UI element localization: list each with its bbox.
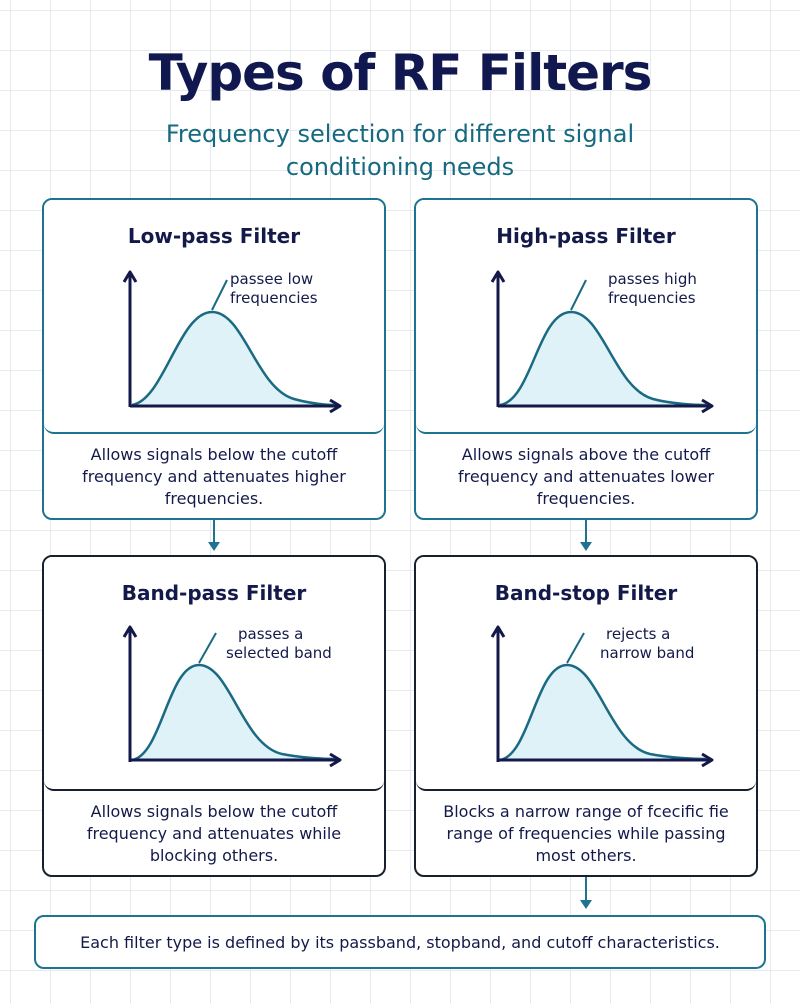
x-axis-arrowhead — [329, 398, 342, 414]
card-description: Allows signals below the cutoff frequenc… — [86, 802, 342, 865]
y-axis-arrowhead — [122, 625, 138, 638]
response-graph: rejects a narrow band — [490, 625, 714, 768]
summary-box: Each filter type is defined by its passb… — [34, 915, 766, 969]
connector-arrow-right — [580, 520, 592, 551]
card-band-pass: Band-pass Filter passes a selected band … — [42, 555, 386, 877]
x-axis-arrowhead — [701, 398, 714, 414]
response-curve — [499, 310, 707, 407]
annotation-line-2: selected band — [226, 644, 332, 662]
response-curve-fill — [132, 665, 334, 760]
response-graph: passes high frequencies — [490, 270, 714, 414]
card-title: Band-stop Filter — [494, 581, 678, 605]
annotation-leader — [211, 279, 228, 311]
card-graph-panel: Band-stop Filter rejects a narrow band — [416, 557, 756, 791]
x-axis-arrowhead — [701, 752, 714, 768]
response-curve — [499, 663, 707, 762]
annotation-line-2: frequencies — [608, 289, 696, 307]
response-graph: passes a selected band — [122, 625, 342, 768]
connector-arrow-footer — [580, 877, 592, 909]
annotation-line-1: passes high — [608, 270, 697, 288]
card-title: Band-pass Filter — [121, 581, 307, 605]
y-axis-arrowhead — [490, 625, 506, 638]
response-curve — [131, 663, 335, 762]
card-graph-panel: Low-pass Filter passee low frequencies — [44, 200, 384, 434]
card-title: High-pass Filter — [496, 224, 676, 248]
card-description: Allows signals below the cutoff frequenc… — [82, 445, 346, 508]
page-title: Types of RF Filters — [148, 44, 653, 102]
response-curve-fill — [500, 665, 706, 760]
response-curve-fill — [132, 312, 334, 405]
card-high-pass: High-pass Filter passes high frequencies… — [414, 198, 758, 520]
annotation-line-1: passes a — [238, 625, 303, 643]
card-band-stop: Band-stop Filter rejects a narrow band B… — [414, 555, 758, 877]
annotation-leader — [570, 279, 587, 311]
card-description: Blocks a narrow range of fcecific fie ra… — [443, 802, 729, 865]
response-curve-fill — [500, 312, 706, 405]
card-description: Allows signals above the cutoff frequenc… — [457, 445, 715, 508]
annotation-leader — [566, 632, 585, 664]
y-axis-arrowhead — [122, 270, 138, 283]
page-subtitle: Frequency selection for different signal… — [165, 120, 635, 181]
y-axis-arrowhead — [490, 270, 506, 283]
annotation-line-1: rejects a — [606, 625, 670, 643]
card-graph-panel: Band-pass Filter passes a selected band — [44, 557, 384, 791]
x-axis-arrowhead — [329, 752, 342, 768]
annotation-leader — [198, 632, 217, 664]
annotation-line-2: narrow band — [600, 644, 694, 662]
annotation-line-1: passee low — [230, 270, 313, 288]
card-low-pass: Low-pass Filter passee low frequencies A… — [42, 198, 386, 520]
connector-arrow-left — [208, 520, 220, 551]
response-graph: passee low frequencies — [122, 270, 342, 414]
summary-text: Each filter type is defined by its passb… — [80, 932, 720, 952]
card-title: Low-pass Filter — [127, 224, 301, 248]
annotation-line-2: frequencies — [230, 289, 318, 307]
response-curve — [131, 310, 335, 407]
card-graph-panel: High-pass Filter passes high frequencies — [416, 200, 756, 434]
